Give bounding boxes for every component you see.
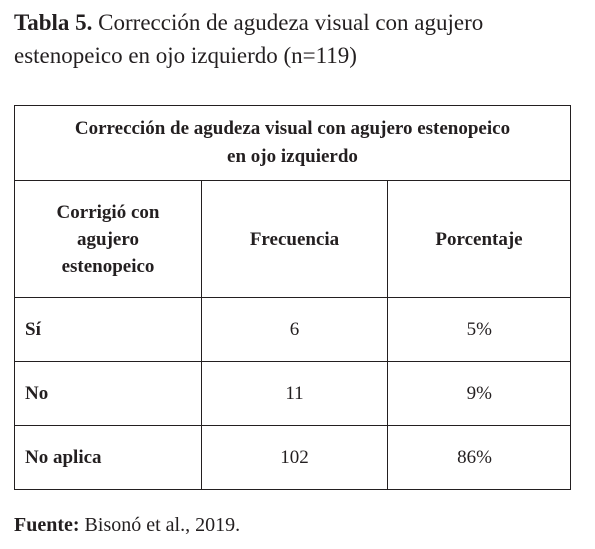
table-cell: 9% — [387, 361, 571, 426]
table-row: No aplica 102 86% — [14, 425, 571, 490]
table-cell: No aplica — [14, 425, 202, 490]
header-text: Frecuencia — [249, 228, 340, 250]
table-body: Sí 6 5% No 11 9% No aplica 102 86% — [14, 297, 571, 490]
table-cell: 11 — [201, 361, 388, 426]
header-text: Corrigió con agujero estenopeico — [56, 201, 160, 277]
table-cell: 5% — [387, 297, 571, 362]
header-text: Porcentaje — [435, 228, 523, 250]
table-cell: 6 — [201, 297, 388, 362]
table-cell: 102 — [201, 425, 388, 490]
source-note: Fuente: Bisonó et al., 2019. — [14, 514, 240, 537]
header-cell: Frecuencia — [201, 180, 388, 298]
table-caption: Corrección de agudeza visual con agujero… — [74, 118, 511, 167]
table-row: No 11 9% — [14, 361, 571, 426]
table-title: Tabla 5. Corrección de agudeza visual co… — [14, 6, 589, 72]
source-text: Bisonó et al., 2019. — [84, 514, 241, 536]
table-cell: Sí — [14, 297, 202, 362]
header-cell: Porcentaje — [387, 180, 571, 298]
header-cell: Corrigió con agujero estenopeico — [14, 180, 202, 298]
source-label: Fuente: — [14, 514, 80, 536]
caption-cell: Corrección de agudeza visual con agujero… — [14, 105, 571, 181]
title-label: Tabla 5. — [14, 10, 93, 35]
table-row: Sí 6 5% — [14, 297, 571, 362]
table-cell: 86% — [387, 425, 571, 490]
table-cell: No — [14, 361, 202, 426]
table: Corrección de agudeza visual con agujero… — [14, 105, 571, 490]
title-text: Corrección de agudeza visual con agujero… — [14, 10, 484, 68]
